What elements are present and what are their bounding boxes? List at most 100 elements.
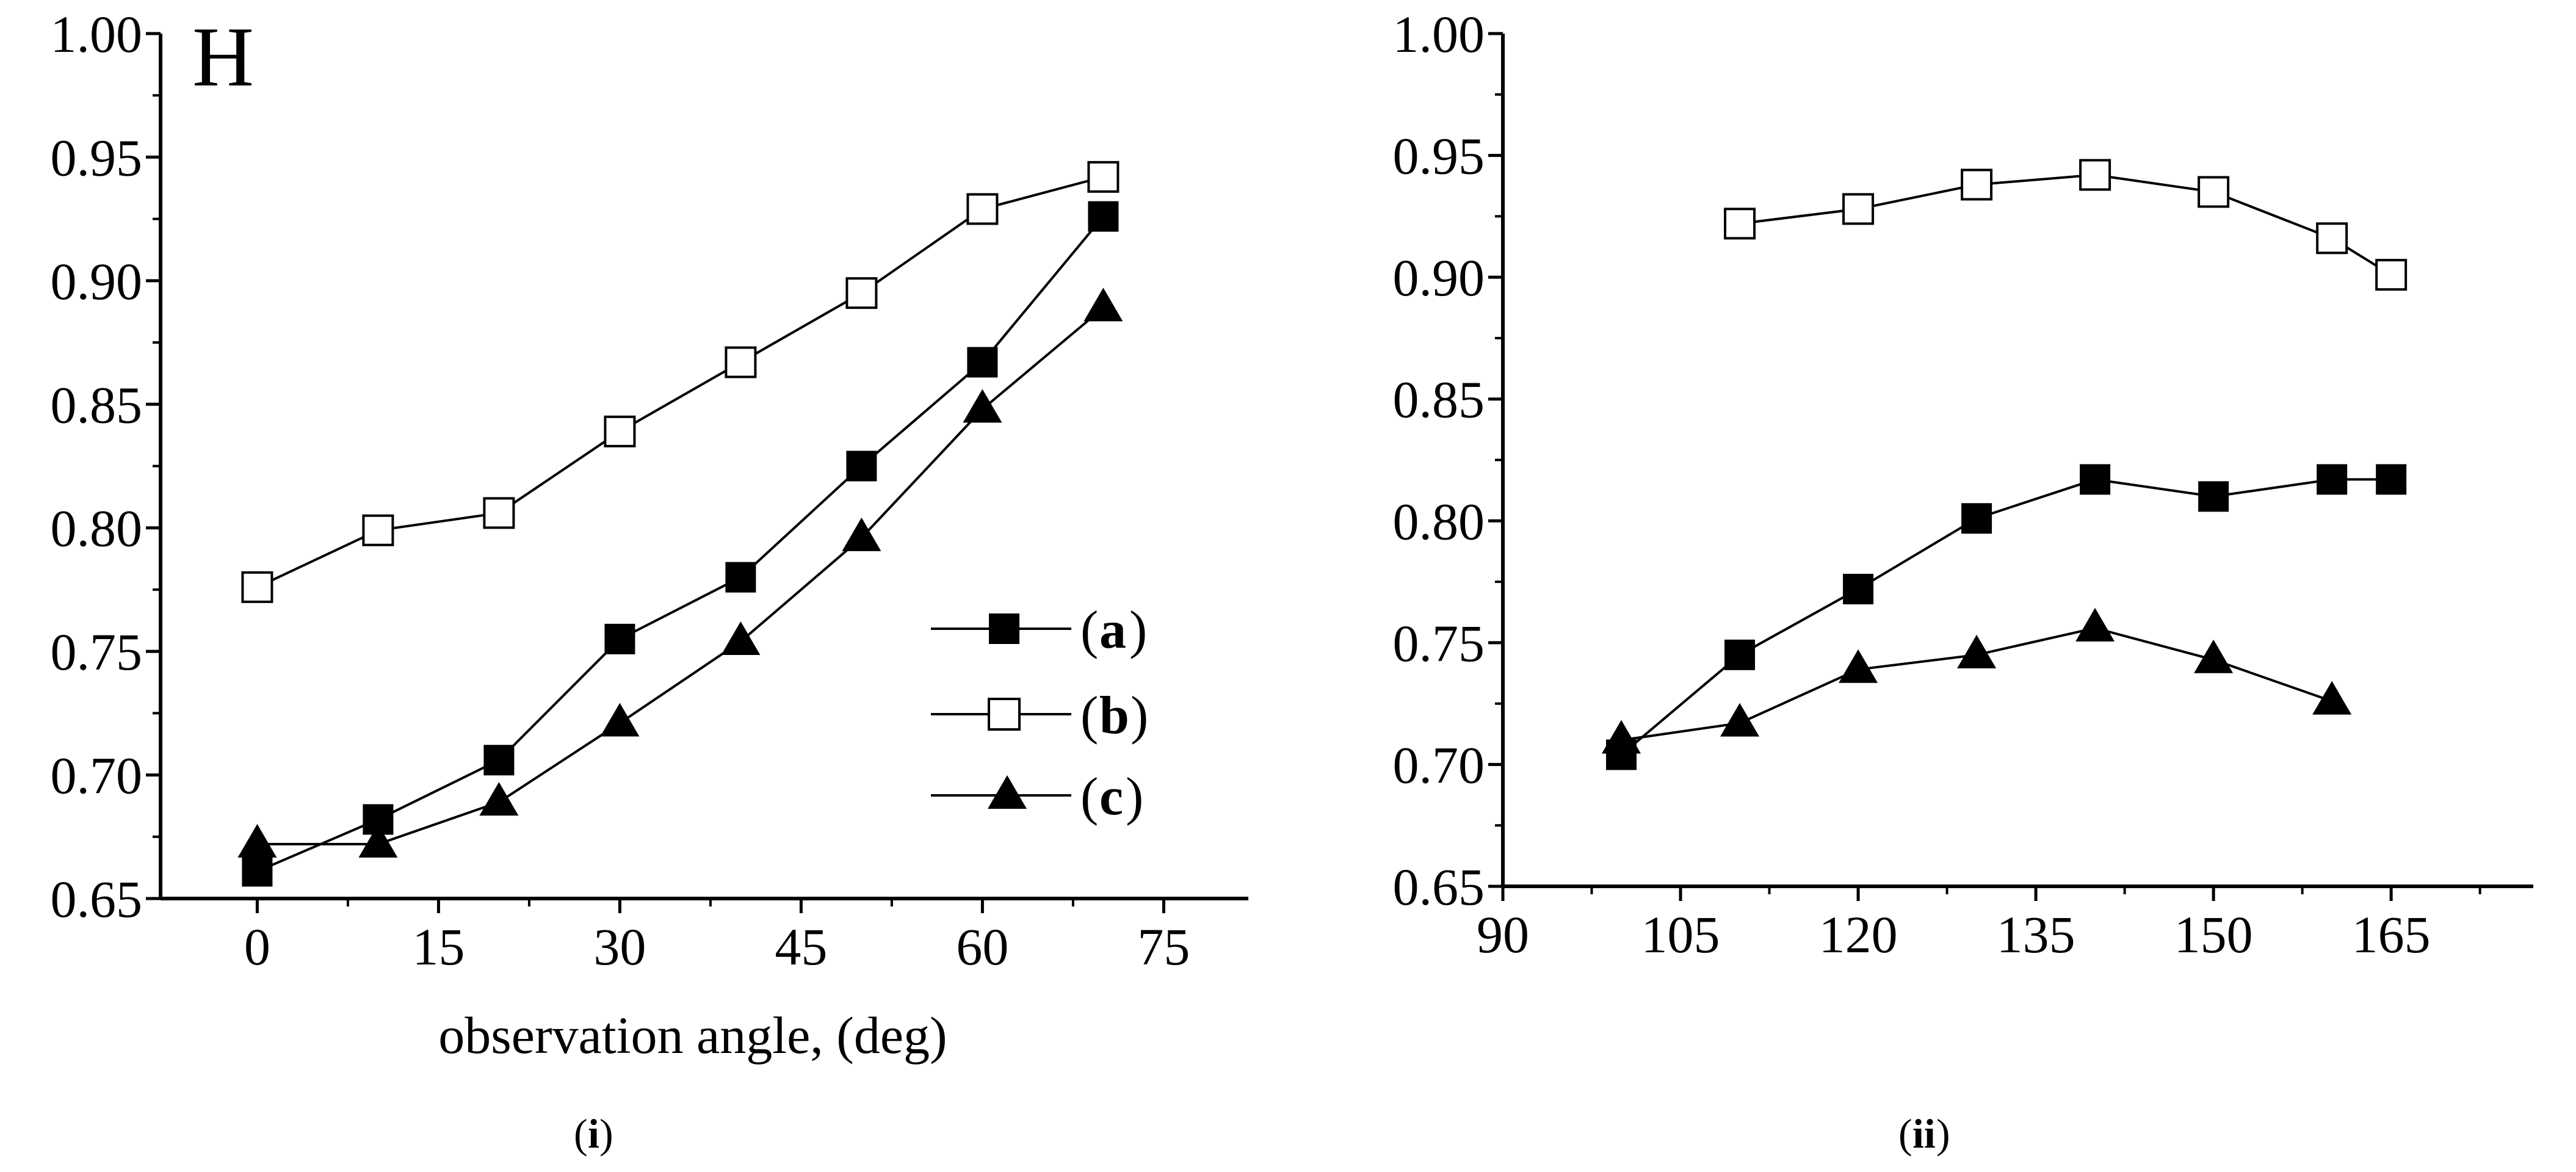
panel-label-ii: ( ii ) xyxy=(1898,1110,1950,1157)
data-point-a xyxy=(242,856,273,887)
y-tick-label: 0.70 xyxy=(51,747,143,805)
data-point-b xyxy=(2198,176,2230,208)
panel-label-ii-close: ) xyxy=(1936,1110,1950,1157)
data-point-c xyxy=(1957,634,1997,668)
y-ticks: 0.65 0.70 0.75 0.80 0.85 0.90 0.95 1.00 xyxy=(51,5,161,928)
panel-label-i-text: i xyxy=(588,1110,599,1157)
data-point-c xyxy=(2075,607,2115,642)
panel-label-ii-open: ( xyxy=(1898,1110,1912,1157)
data-point-b xyxy=(2375,259,2408,291)
data-point-b xyxy=(725,346,757,378)
data-point-a xyxy=(604,623,635,654)
series-markers xyxy=(1602,159,2408,770)
legend-label-a: a xyxy=(1099,601,1126,660)
data-point-b xyxy=(2316,222,2348,255)
y-tick-label: 0.65 xyxy=(51,870,143,928)
legend-label-b: b xyxy=(1099,686,1129,745)
y-tick-label: 0.90 xyxy=(51,252,143,311)
series-lines xyxy=(256,175,1104,873)
y-tick-label: 0.85 xyxy=(51,375,143,434)
legend-marker-b xyxy=(988,698,1021,731)
x-tick-label: 75 xyxy=(1137,917,1190,976)
data-point-a xyxy=(725,562,756,593)
legend-label-c: c xyxy=(1099,767,1123,827)
panel-label-i: ( i ) xyxy=(574,1110,613,1157)
y-tick-label: 0.75 xyxy=(1393,614,1485,673)
x-tick-label: 30 xyxy=(593,917,646,976)
legend: ( a ) ( b ) ( c ) xyxy=(931,601,1148,827)
legend-item-b: ( b ) xyxy=(931,686,1148,745)
x-tick-label: 0 xyxy=(244,917,270,976)
legend-marker-c xyxy=(988,775,1027,809)
data-point-b xyxy=(845,277,878,309)
data-point-a xyxy=(1724,639,1756,670)
y-tick-label: 0.70 xyxy=(1393,736,1485,794)
legend-paren-close-b: ) xyxy=(1131,686,1148,745)
x-tick-label: 90 xyxy=(1477,905,1529,964)
data-point-a xyxy=(967,347,998,378)
data-point-c xyxy=(2312,681,2352,715)
x-tick-label: 60 xyxy=(956,917,1008,976)
data-point-a xyxy=(1843,574,1874,605)
data-point-a xyxy=(483,745,515,776)
data-point-b xyxy=(1087,161,1120,193)
y-tick-label: 1.00 xyxy=(1393,5,1485,63)
data-point-a xyxy=(2080,464,2111,495)
data-point-b xyxy=(241,571,273,603)
panel-label-i-close: ) xyxy=(599,1110,613,1157)
legend-item-a: ( a ) xyxy=(931,601,1147,660)
y-tick-label: 0.80 xyxy=(1393,492,1485,551)
data-point-a xyxy=(1961,503,1992,534)
x-tick-label: 135 xyxy=(1997,905,2075,964)
x-ticks: 0 15 30 45 60 75 xyxy=(244,899,1190,976)
data-point-a xyxy=(846,450,877,482)
x-ticks: 90 105 120 135 150 165 xyxy=(1477,886,2481,964)
data-point-c xyxy=(600,703,640,737)
data-point-c xyxy=(1839,649,1878,683)
data-point-b xyxy=(1842,193,1875,225)
y-tick-label: 0.85 xyxy=(1393,371,1485,429)
legend-paren-open-a: ( xyxy=(1080,601,1098,660)
legend-paren-open-b: ( xyxy=(1080,686,1098,745)
y-tick-label: 0.95 xyxy=(51,128,143,187)
x-tick-label: 120 xyxy=(1819,905,1898,964)
y-tick-label: 0.90 xyxy=(1393,248,1485,307)
data-point-c xyxy=(1084,288,1123,322)
series-line-a xyxy=(1620,478,2392,756)
series-markers xyxy=(237,161,1123,887)
x-tick-label: 105 xyxy=(1641,905,1720,964)
data-point-c xyxy=(1720,703,1760,737)
data-point-a xyxy=(1088,201,1119,232)
chart-title: H xyxy=(192,10,254,104)
data-point-c xyxy=(963,389,1002,423)
data-point-c xyxy=(237,823,277,858)
data-point-b xyxy=(1724,208,1756,240)
data-point-a xyxy=(2376,464,2407,495)
legend-paren-close-a: ) xyxy=(1129,601,1147,660)
data-point-c xyxy=(721,621,761,655)
panel-ii: 0.65 0.70 0.75 0.80 0.85 0.90 0.95 1.00 90 105 12… xyxy=(1393,5,2533,1157)
x-tick-label: 150 xyxy=(2174,905,2253,964)
series-line-a xyxy=(256,215,1104,873)
legend-marker-a xyxy=(989,613,1019,644)
data-point-b xyxy=(362,514,394,546)
legend-paren-open-c: ( xyxy=(1080,767,1098,827)
series-line-b xyxy=(256,175,1104,588)
series-line-c xyxy=(257,306,1104,845)
y-tick-label: 1.00 xyxy=(51,5,143,63)
panel-label-i-open: ( xyxy=(574,1110,588,1157)
data-point-c xyxy=(2194,639,2234,673)
data-point-c xyxy=(1602,720,1641,754)
panel-i: 0.65 0.70 0.75 0.80 0.85 0.90 0.95 1.00 0 15 30 45… xyxy=(51,5,1248,1157)
y-tick-label: 0.65 xyxy=(1393,858,1485,916)
y-tick-label: 0.95 xyxy=(1393,127,1485,186)
data-point-b xyxy=(483,497,515,529)
legend-item-c: ( c ) xyxy=(931,767,1143,827)
y-tick-label: 0.80 xyxy=(51,499,143,558)
data-point-b xyxy=(966,193,999,225)
x-axis-title: observation angle, (deg) xyxy=(438,1006,947,1065)
data-point-b xyxy=(2079,159,2111,191)
data-point-a xyxy=(2317,464,2348,495)
x-tick-label: 45 xyxy=(775,917,827,976)
